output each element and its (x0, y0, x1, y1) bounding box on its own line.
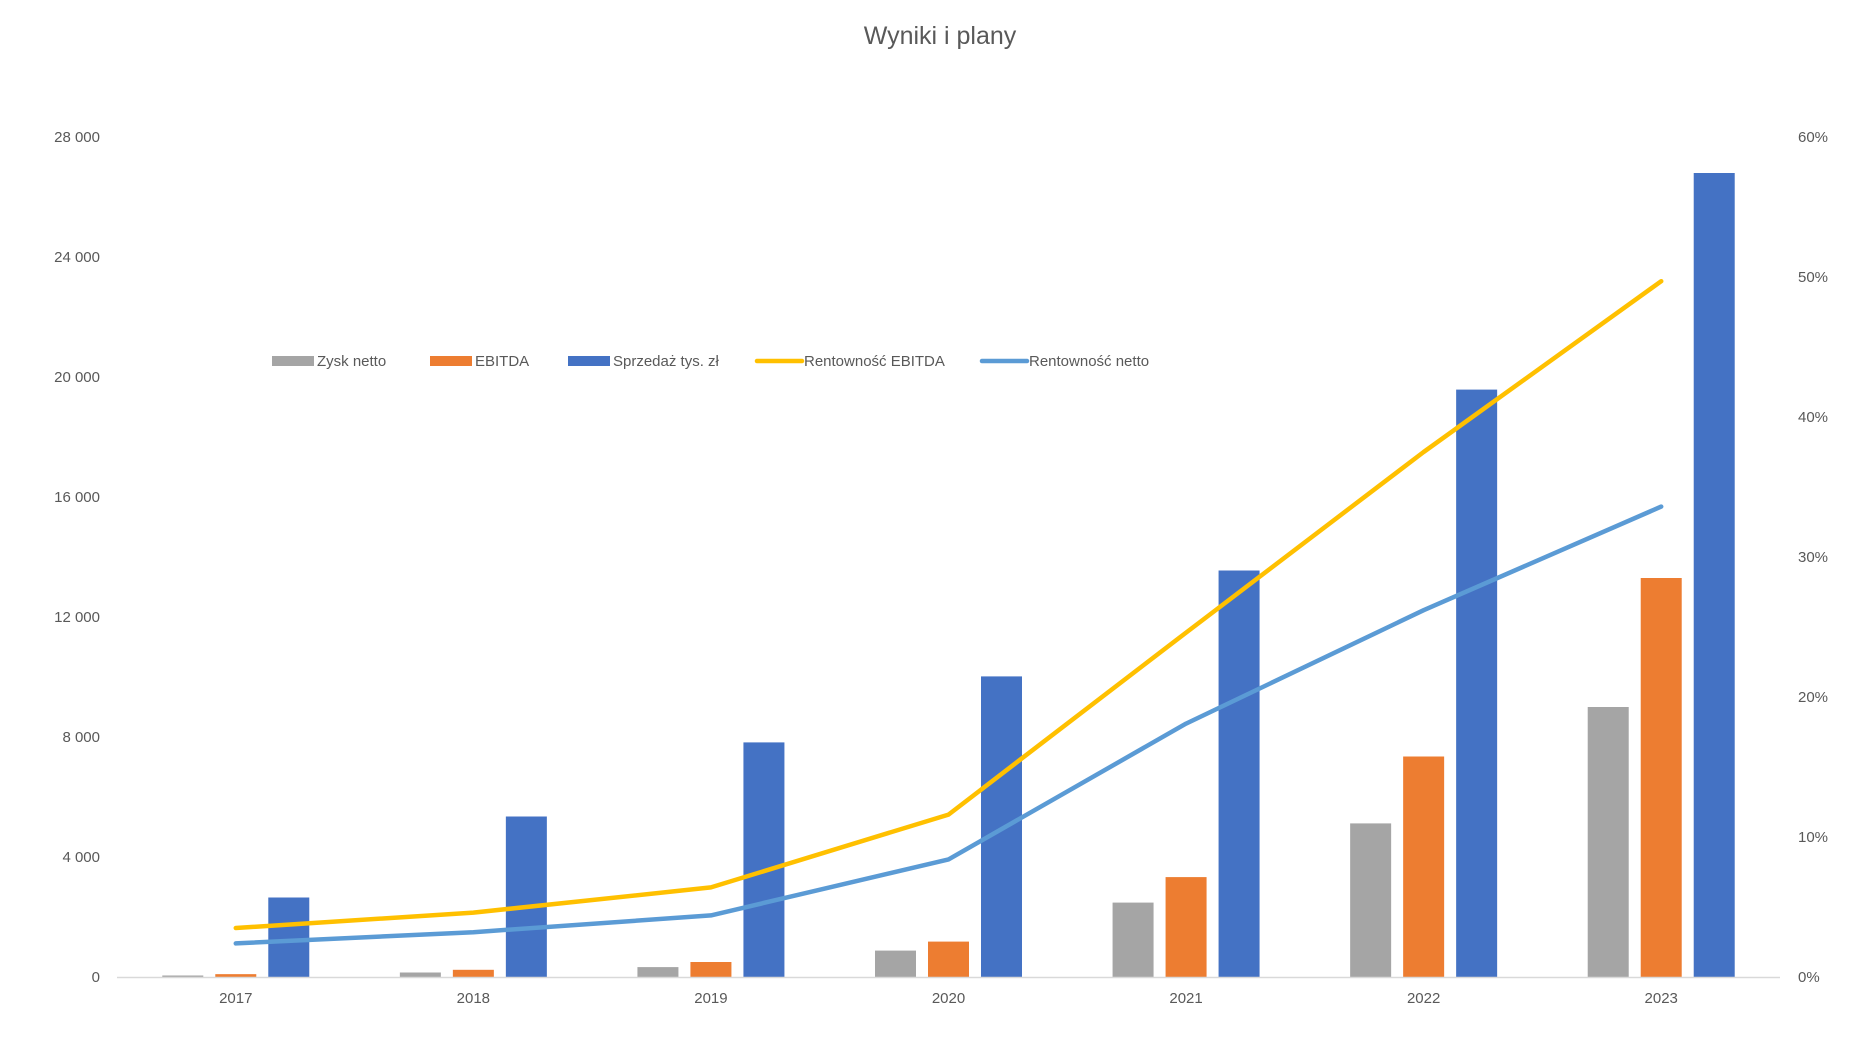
legend-swatch-zysk-netto (272, 356, 314, 366)
y-left-tick-label: 20 000 (54, 369, 100, 386)
bar-sprzedaz-tys-z-2021 (1218, 570, 1260, 977)
y-right-tick-label: 40% (1798, 409, 1828, 426)
bar-zysk-netto-2020 (875, 950, 916, 977)
y-left-tick-label: 28 000 (54, 129, 100, 146)
bar-sprzedaz-tys-z-2022 (1456, 389, 1498, 978)
x-tick-label-2021: 2021 (1169, 990, 1202, 1007)
legend-swatch-ebitda (430, 356, 472, 366)
x-tick-label-2023: 2023 (1645, 990, 1678, 1007)
y-right-tick-label: 50% (1798, 269, 1828, 286)
y-right-tick-label: 30% (1798, 549, 1828, 566)
x-tick-label-2022: 2022 (1407, 990, 1440, 1007)
line-rentownosc-ebitda (233, 278, 1664, 931)
legend-label-ebitda: EBITDA (475, 353, 529, 370)
x-tick-label-2018: 2018 (457, 990, 490, 1007)
bar-ebitda-2021 (1165, 877, 1207, 977)
bar-ebitda-2019 (690, 962, 732, 977)
y-left-tick-label: 16 000 (54, 489, 100, 506)
bar-zysk-netto-2017 (162, 975, 204, 977)
legend-label-sprzedaz-tys-z: Sprzedaż tys. zł (613, 353, 720, 370)
y-left-tick-label: 24 000 (54, 249, 100, 266)
bar-sprzedaz-tys-z-2018 (505, 816, 547, 977)
lines-layer (233, 278, 1664, 946)
bar-ebitda-2018 (452, 969, 494, 977)
axes-layer: 2017 2018 2019 2020 2021 2022 2023 0 4 000 8 000 1… (54, 129, 1828, 1007)
bar-sprzedaz-tys-z-2019 (743, 742, 785, 977)
bar-ebitda-2022 (1403, 756, 1445, 977)
bar-zysk-netto-2021 (1112, 902, 1154, 977)
legend-label-zysk-netto: Zysk netto (317, 353, 386, 370)
bar-ebitda-2020 (928, 941, 969, 977)
x-tick-label-2019: 2019 (694, 990, 727, 1007)
bar-ebitda-2023 (1640, 578, 1682, 977)
chart-title: Wyniki i plany (864, 22, 1017, 50)
legend-label-rentownosc-ebitda: Rentowność EBITDA (804, 353, 945, 370)
x-tick-label-2017: 2017 (219, 990, 252, 1007)
y-right-tick-label: 10% (1798, 829, 1828, 846)
legend-swatch-sprzedaz-tys-z (568, 356, 610, 366)
y-left-tick-label: 4 000 (62, 849, 100, 866)
y-right-tick-label: 60% (1798, 129, 1828, 146)
legend: Zysk netto EBITDA Sprzedaż tys. zł Rentowno… (272, 353, 1149, 370)
bar-zysk-netto-2023 (1587, 707, 1629, 977)
bar-zysk-netto-2018 (399, 972, 441, 977)
x-tick-label-2020: 2020 (932, 990, 965, 1007)
line-rentownosc-netto (233, 504, 1664, 946)
bar-zysk-netto-2019 (637, 967, 679, 977)
y-right-tick-label: 20% (1798, 689, 1828, 706)
bar-ebitda-2017 (215, 974, 257, 977)
legend-label-rentownosc-netto: Rentowność netto (1029, 353, 1149, 370)
y-left-tick-label: 8 000 (62, 729, 100, 746)
bar-sprzedaz-tys-z-2023 (1693, 173, 1735, 977)
y-left-tick-label: 12 000 (54, 609, 100, 626)
bar-sprzedaz-tys-z-2017 (268, 897, 310, 977)
y-right-tick-label: 0% (1798, 969, 1820, 986)
bar-zysk-netto-2022 (1350, 823, 1392, 977)
y-left-tick-label: 0 (92, 969, 100, 986)
